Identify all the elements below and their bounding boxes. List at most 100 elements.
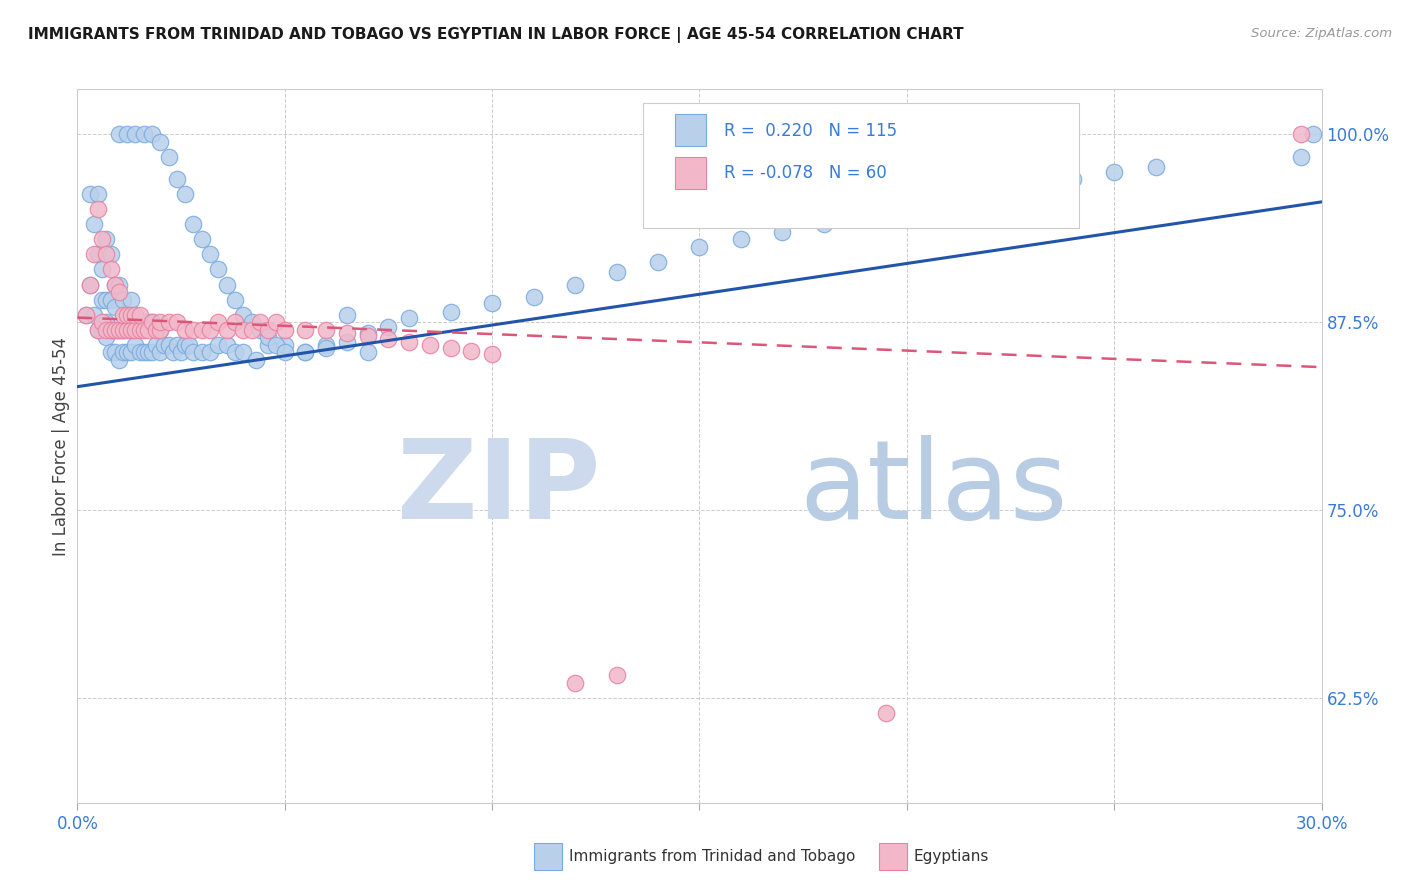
Point xyxy=(115,345,138,359)
Point xyxy=(108,352,131,367)
Point xyxy=(141,345,163,359)
Point xyxy=(232,308,254,322)
Point xyxy=(1104,165,1126,179)
Point xyxy=(606,265,628,279)
Point xyxy=(149,322,172,336)
Point xyxy=(481,295,503,310)
Point xyxy=(266,315,288,329)
Point xyxy=(689,240,711,254)
Point xyxy=(162,345,184,359)
Point xyxy=(896,202,918,217)
Point xyxy=(523,289,546,303)
Point xyxy=(938,194,960,209)
Point xyxy=(377,332,399,346)
Text: R =  0.220   N = 115: R = 0.220 N = 115 xyxy=(724,121,897,139)
Point xyxy=(232,322,254,336)
Point xyxy=(128,345,150,359)
Point xyxy=(145,322,167,336)
Point xyxy=(111,293,134,307)
Point xyxy=(855,210,877,224)
Point xyxy=(91,262,114,277)
Point xyxy=(245,352,267,367)
Point xyxy=(357,345,380,359)
Point xyxy=(294,345,316,359)
Point xyxy=(100,293,122,307)
Point xyxy=(875,706,897,720)
Point xyxy=(419,337,441,351)
Point xyxy=(132,128,155,142)
Point xyxy=(100,322,122,336)
Point xyxy=(174,337,197,351)
Point xyxy=(87,247,110,261)
Point xyxy=(108,322,131,336)
Point xyxy=(1021,179,1043,194)
Point xyxy=(111,345,134,359)
Point xyxy=(274,345,297,359)
Point xyxy=(91,232,114,246)
Point xyxy=(224,345,246,359)
Point xyxy=(224,293,246,307)
Point xyxy=(1289,128,1312,142)
Point xyxy=(257,337,280,351)
Point xyxy=(336,326,359,340)
Point xyxy=(141,315,163,329)
Point xyxy=(132,315,155,329)
Point xyxy=(398,310,420,325)
Point xyxy=(108,322,131,336)
Point xyxy=(96,247,118,261)
Point xyxy=(198,345,221,359)
Point xyxy=(398,334,420,349)
Point xyxy=(124,308,146,322)
Point xyxy=(183,322,205,336)
Point xyxy=(157,315,180,329)
Point xyxy=(315,337,337,351)
Point xyxy=(274,337,297,351)
Point xyxy=(377,319,399,334)
Point xyxy=(132,322,155,336)
Point xyxy=(440,341,463,355)
Point xyxy=(249,322,271,336)
Point xyxy=(336,308,359,322)
Point xyxy=(207,337,229,351)
Point xyxy=(979,187,1001,202)
Point xyxy=(104,277,127,292)
Point xyxy=(136,345,159,359)
Point xyxy=(149,322,172,336)
Point xyxy=(104,322,127,336)
Point xyxy=(87,322,110,336)
Point xyxy=(149,345,172,359)
Point xyxy=(249,315,271,329)
Point xyxy=(96,330,118,344)
Point xyxy=(1289,150,1312,164)
Point xyxy=(128,315,150,329)
Point xyxy=(191,322,214,336)
Point xyxy=(166,315,188,329)
FancyBboxPatch shape xyxy=(644,103,1078,228)
Point xyxy=(79,277,101,292)
Point xyxy=(104,300,127,314)
Text: atlas: atlas xyxy=(799,435,1067,542)
Point xyxy=(174,187,197,202)
Point xyxy=(198,247,221,261)
Point xyxy=(170,345,193,359)
Point xyxy=(174,322,197,336)
Point xyxy=(730,232,752,246)
Point xyxy=(115,315,138,329)
Point xyxy=(294,322,316,336)
Point xyxy=(315,322,337,336)
Point xyxy=(215,322,238,336)
Point xyxy=(75,308,97,322)
Point xyxy=(100,262,122,277)
Point xyxy=(191,232,214,246)
Point xyxy=(149,135,172,149)
Point xyxy=(87,187,110,202)
Point xyxy=(141,315,163,329)
Point xyxy=(115,308,138,322)
Point xyxy=(104,277,127,292)
Point xyxy=(128,322,150,336)
FancyBboxPatch shape xyxy=(675,114,706,146)
Point xyxy=(108,128,131,142)
Point xyxy=(100,345,122,359)
Point xyxy=(157,150,180,164)
Point xyxy=(128,308,150,322)
